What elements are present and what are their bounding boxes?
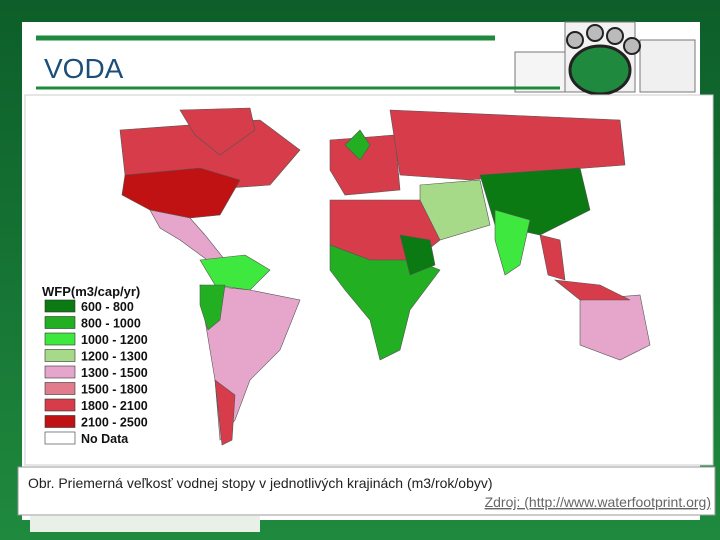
legend-label: 1500 - 1800 [81,383,148,397]
legend-swatch [44,299,76,313]
legend-swatch [44,332,76,346]
legend-label: 600 - 800 [81,300,134,314]
legend-label: 2100 - 2500 [81,416,148,430]
map-legend: WFP(m3/cap/yr) 600 - 800 800 - 1000 1000 -… [42,284,148,446]
clipart [514,21,696,96]
caption: Obr. Priemerná veľkosť vodnej stopy v je… [28,475,493,491]
legend-swatch [44,365,76,379]
legend-swatch [44,415,76,428]
legend-swatch [44,349,76,362]
legend-title: WFP(m3/cap/yr) [42,284,140,299]
legend-label: 1300 - 1500 [81,366,148,380]
footer-logos [30,516,260,532]
legend-label: 800 - 1000 [81,317,141,331]
world-map [119,107,651,446]
legend-label: No Data [81,432,129,446]
legend-label: 1800 - 2100 [81,399,148,413]
source-link[interactable]: Zdroj: (http://www.waterfootprint.org) [485,494,711,510]
caption-box [17,466,716,516]
legend-swatch [44,316,76,329]
legend-swatch [44,398,76,412]
legend-label: 1000 - 1200 [81,333,148,347]
slide-title: VODA [44,53,124,84]
legend-label: 1200 - 1300 [81,350,148,364]
legend-swatch [44,431,76,445]
legend-swatch [44,382,76,395]
